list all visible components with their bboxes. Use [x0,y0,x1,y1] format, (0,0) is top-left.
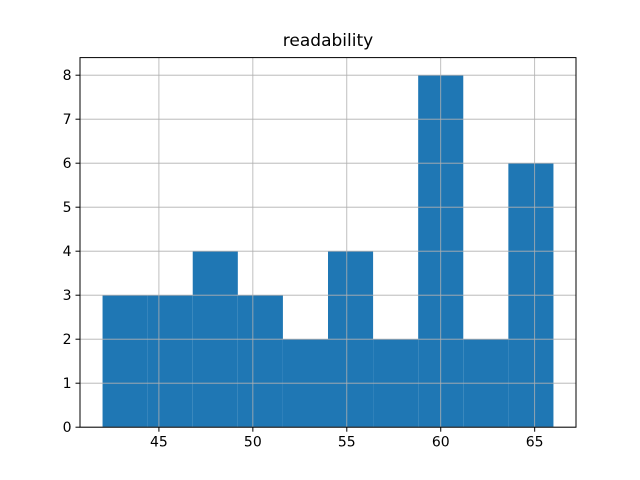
y-tick-label: 6 [63,156,72,172]
y-tick-label: 4 [63,244,72,260]
x-tick-label: 55 [338,435,356,451]
y-tick-label: 2 [63,332,72,348]
x-tick-label: 60 [432,435,450,451]
y-tick-label: 7 [63,112,72,128]
x-tick-label: 65 [526,435,544,451]
x-tick-label: 50 [244,435,262,451]
y-tick-label: 3 [63,288,72,304]
plot-border [79,57,577,428]
y-tick-label: 1 [63,376,72,392]
y-tick-label: 8 [63,68,72,84]
x-tick-label: 45 [150,435,168,451]
y-tick-label: 0 [63,420,72,436]
chart-title: readability [282,31,374,51]
y-tick-label: 5 [63,200,72,216]
histogram-bar [102,295,148,428]
histogram-bar [147,295,193,428]
histogram-bar [237,295,283,428]
